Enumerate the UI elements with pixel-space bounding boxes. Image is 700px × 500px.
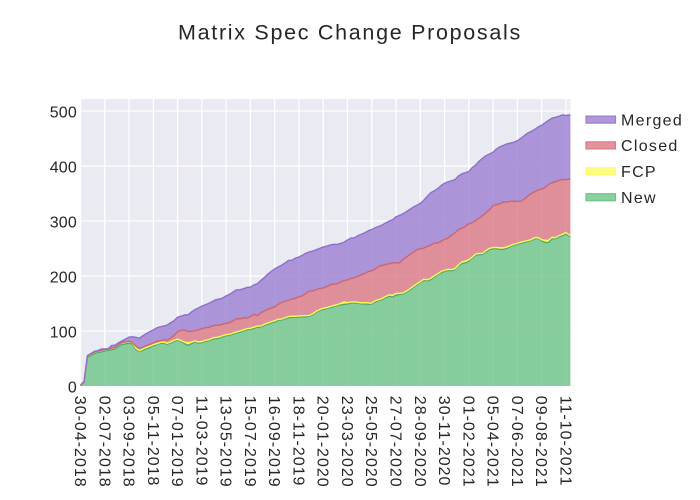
svg-text:25-05-2020: 25-05-2020 bbox=[362, 396, 379, 488]
svg-text:Closed: Closed bbox=[621, 138, 679, 155]
svg-text:Matrix Spec Change Proposals: Matrix Spec Change Proposals bbox=[178, 20, 522, 44]
svg-text:30-11-2020: 30-11-2020 bbox=[435, 396, 452, 487]
svg-text:20-01-2020: 20-01-2020 bbox=[314, 396, 331, 488]
svg-text:15-07-2019: 15-07-2019 bbox=[241, 396, 258, 488]
svg-text:11-10-2021: 11-10-2021 bbox=[556, 396, 573, 487]
svg-text:New: New bbox=[621, 190, 657, 207]
svg-text:400: 400 bbox=[50, 160, 77, 177]
svg-text:0: 0 bbox=[68, 380, 77, 397]
svg-text:100: 100 bbox=[50, 325, 77, 342]
svg-text:200: 200 bbox=[50, 270, 77, 287]
svg-text:11-03-2019: 11-03-2019 bbox=[192, 396, 209, 487]
svg-text:02-07-2018: 02-07-2018 bbox=[95, 396, 112, 488]
svg-text:05-04-2021: 05-04-2021 bbox=[484, 396, 501, 488]
svg-text:09-08-2021: 09-08-2021 bbox=[532, 396, 549, 488]
svg-text:500: 500 bbox=[50, 105, 77, 122]
svg-text:05-11-2018: 05-11-2018 bbox=[144, 396, 161, 487]
svg-text:07-01-2019: 07-01-2019 bbox=[168, 396, 185, 488]
svg-text:27-07-2020: 27-07-2020 bbox=[387, 396, 404, 488]
svg-text:03-09-2018: 03-09-2018 bbox=[120, 396, 137, 488]
svg-text:28-09-2020: 28-09-2020 bbox=[411, 396, 428, 488]
svg-text:07-06-2021: 07-06-2021 bbox=[508, 396, 525, 488]
svg-text:23-03-2020: 23-03-2020 bbox=[338, 396, 355, 488]
svg-text:Merged: Merged bbox=[621, 112, 683, 129]
svg-text:01-02-2021: 01-02-2021 bbox=[459, 396, 476, 488]
svg-text:18-11-2019: 18-11-2019 bbox=[289, 396, 306, 487]
svg-text:16-09-2019: 16-09-2019 bbox=[265, 396, 282, 488]
svg-text:300: 300 bbox=[50, 215, 77, 232]
svg-text:13-05-2019: 13-05-2019 bbox=[217, 396, 234, 488]
svg-text:30-04-2018: 30-04-2018 bbox=[71, 396, 88, 488]
svg-text:FCP: FCP bbox=[621, 164, 657, 181]
